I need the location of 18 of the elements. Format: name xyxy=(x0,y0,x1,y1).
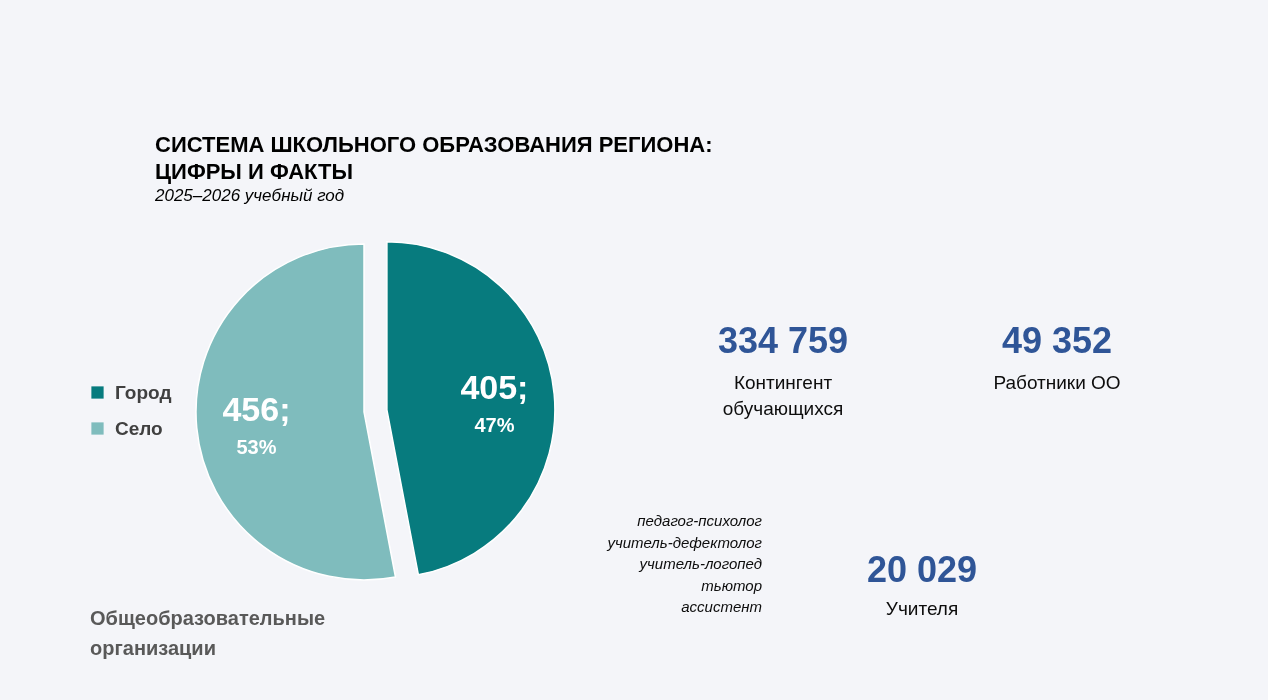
text: тьютор xyxy=(701,576,762,594)
text: учитель-дефектолог xyxy=(606,533,763,551)
legend-label: Село xyxy=(115,417,163,439)
text: 49 352 xyxy=(1001,320,1113,361)
chart-subtitle: 2025–2026 учебный год xyxy=(154,186,345,205)
text: учитель-логопед xyxy=(638,555,762,572)
text: Контингент обучающихся xyxy=(722,372,844,419)
text: Работники ОО xyxy=(993,372,1121,393)
text: Учителя xyxy=(885,598,959,619)
chart-title: СИСТЕМА ШКОЛЬНОГО ОБРАЗОВАНИЯ РЕГИОНА: ЦИФРЫ И ФАКТЫ xyxy=(155,132,713,184)
text: 20 029 xyxy=(866,549,978,590)
legend-label: Город xyxy=(115,381,172,403)
text: 334 759 xyxy=(717,320,849,361)
text: 456; 53% xyxy=(222,390,291,459)
text: педагог-психолог xyxy=(637,512,763,529)
text: 405; 47% xyxy=(460,367,529,436)
text: Общеобразовательные организации xyxy=(90,607,326,659)
text: ассистент xyxy=(681,598,762,615)
